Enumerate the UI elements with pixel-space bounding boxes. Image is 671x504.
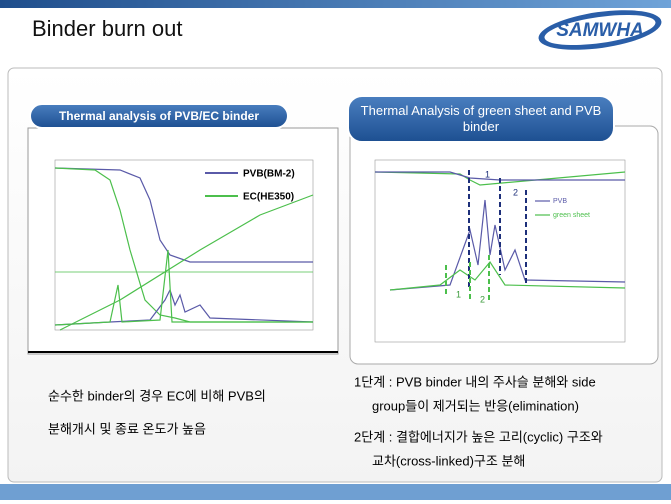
- left-panel-label: Thermal analysis of PVB/EC binder: [59, 109, 259, 123]
- caption-line: 순수한 binder의 경우 EC에 비해 PVB의: [48, 388, 266, 403]
- slide-title: Binder burn out: [32, 16, 182, 41]
- right-panel-label-wrap: Thermal Analysis of green sheet and PVB …: [360, 103, 602, 134]
- caption-line: 분해개시 및 종료 온도가 높음: [48, 421, 206, 436]
- legend-label: PVB: [553, 198, 567, 205]
- note-line: group들이 제거되는 반응(elimination): [372, 398, 579, 413]
- note-line: 교차(cross-linked)구조 분해: [372, 453, 525, 468]
- stage-mark: 1: [456, 289, 461, 299]
- left-chart-frame: [27, 127, 339, 355]
- right-chart-frame: [349, 125, 659, 365]
- legend-label: EC(HE350): [243, 192, 294, 203]
- right-panel-label: Thermal Analysis of green sheet and PVB …: [360, 103, 602, 134]
- logo-text: SAMWHA: [556, 20, 644, 41]
- right-panel-label-bg: [347, 95, 615, 143]
- legend-label: PVB(BM-2): [243, 169, 295, 180]
- stage-mark: 2: [513, 187, 518, 197]
- left-panel-label-bg: [29, 103, 289, 129]
- note-line: 1단계 : PVB binder 내의 주사슬 분해와 side: [354, 374, 596, 389]
- right-chart: [374, 159, 626, 343]
- left-chart: [54, 159, 314, 331]
- top-bar: [0, 0, 671, 8]
- stage-mark: 1: [485, 169, 490, 179]
- stage-mark: 2: [480, 294, 485, 304]
- legend-label: green sheet: [553, 212, 590, 219]
- note-line: 2단계 : 결합에너지가 높은 고리(cyclic) 구조와: [354, 429, 603, 444]
- bottom-bar: [0, 484, 671, 500]
- logo: SAMWHA: [538, 10, 662, 50]
